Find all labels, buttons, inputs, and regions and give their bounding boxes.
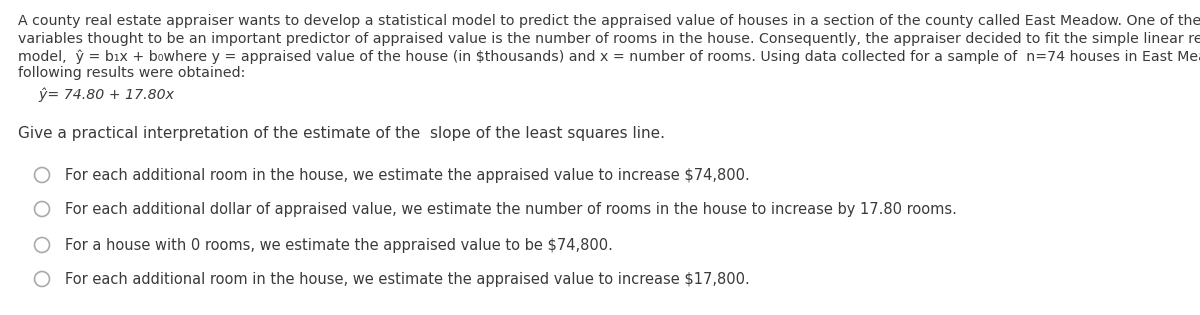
- Text: variables thought to be an important predictor of appraised value is the number : variables thought to be an important pre…: [18, 32, 1200, 45]
- Text: For a house with 0 rooms, we estimate the appraised value to be $74,800.: For a house with 0 rooms, we estimate th…: [65, 238, 613, 253]
- Text: ŷ= 74.80 + 17.80x: ŷ= 74.80 + 17.80x: [30, 88, 174, 102]
- Text: following results were obtained:: following results were obtained:: [18, 66, 245, 81]
- Text: Give a practical interpretation of the estimate of the  slope of the least squar: Give a practical interpretation of the e…: [18, 126, 665, 141]
- Text: model,  ŷ = b₁x + b₀where y = appraised value of the house (in $thousands) and x: model, ŷ = b₁x + b₀where y = appraised v…: [18, 49, 1200, 64]
- Text: For each additional room in the house, we estimate the appraised value to increa: For each additional room in the house, w…: [65, 168, 750, 183]
- Text: For each additional room in the house, we estimate the appraised value to increa: For each additional room in the house, w…: [65, 272, 750, 287]
- Text: For each additional dollar of appraised value, we estimate the number of rooms i: For each additional dollar of appraised …: [65, 202, 956, 217]
- Text: A county real estate appraiser wants to develop a statistical model to predict t: A county real estate appraiser wants to …: [18, 14, 1200, 28]
